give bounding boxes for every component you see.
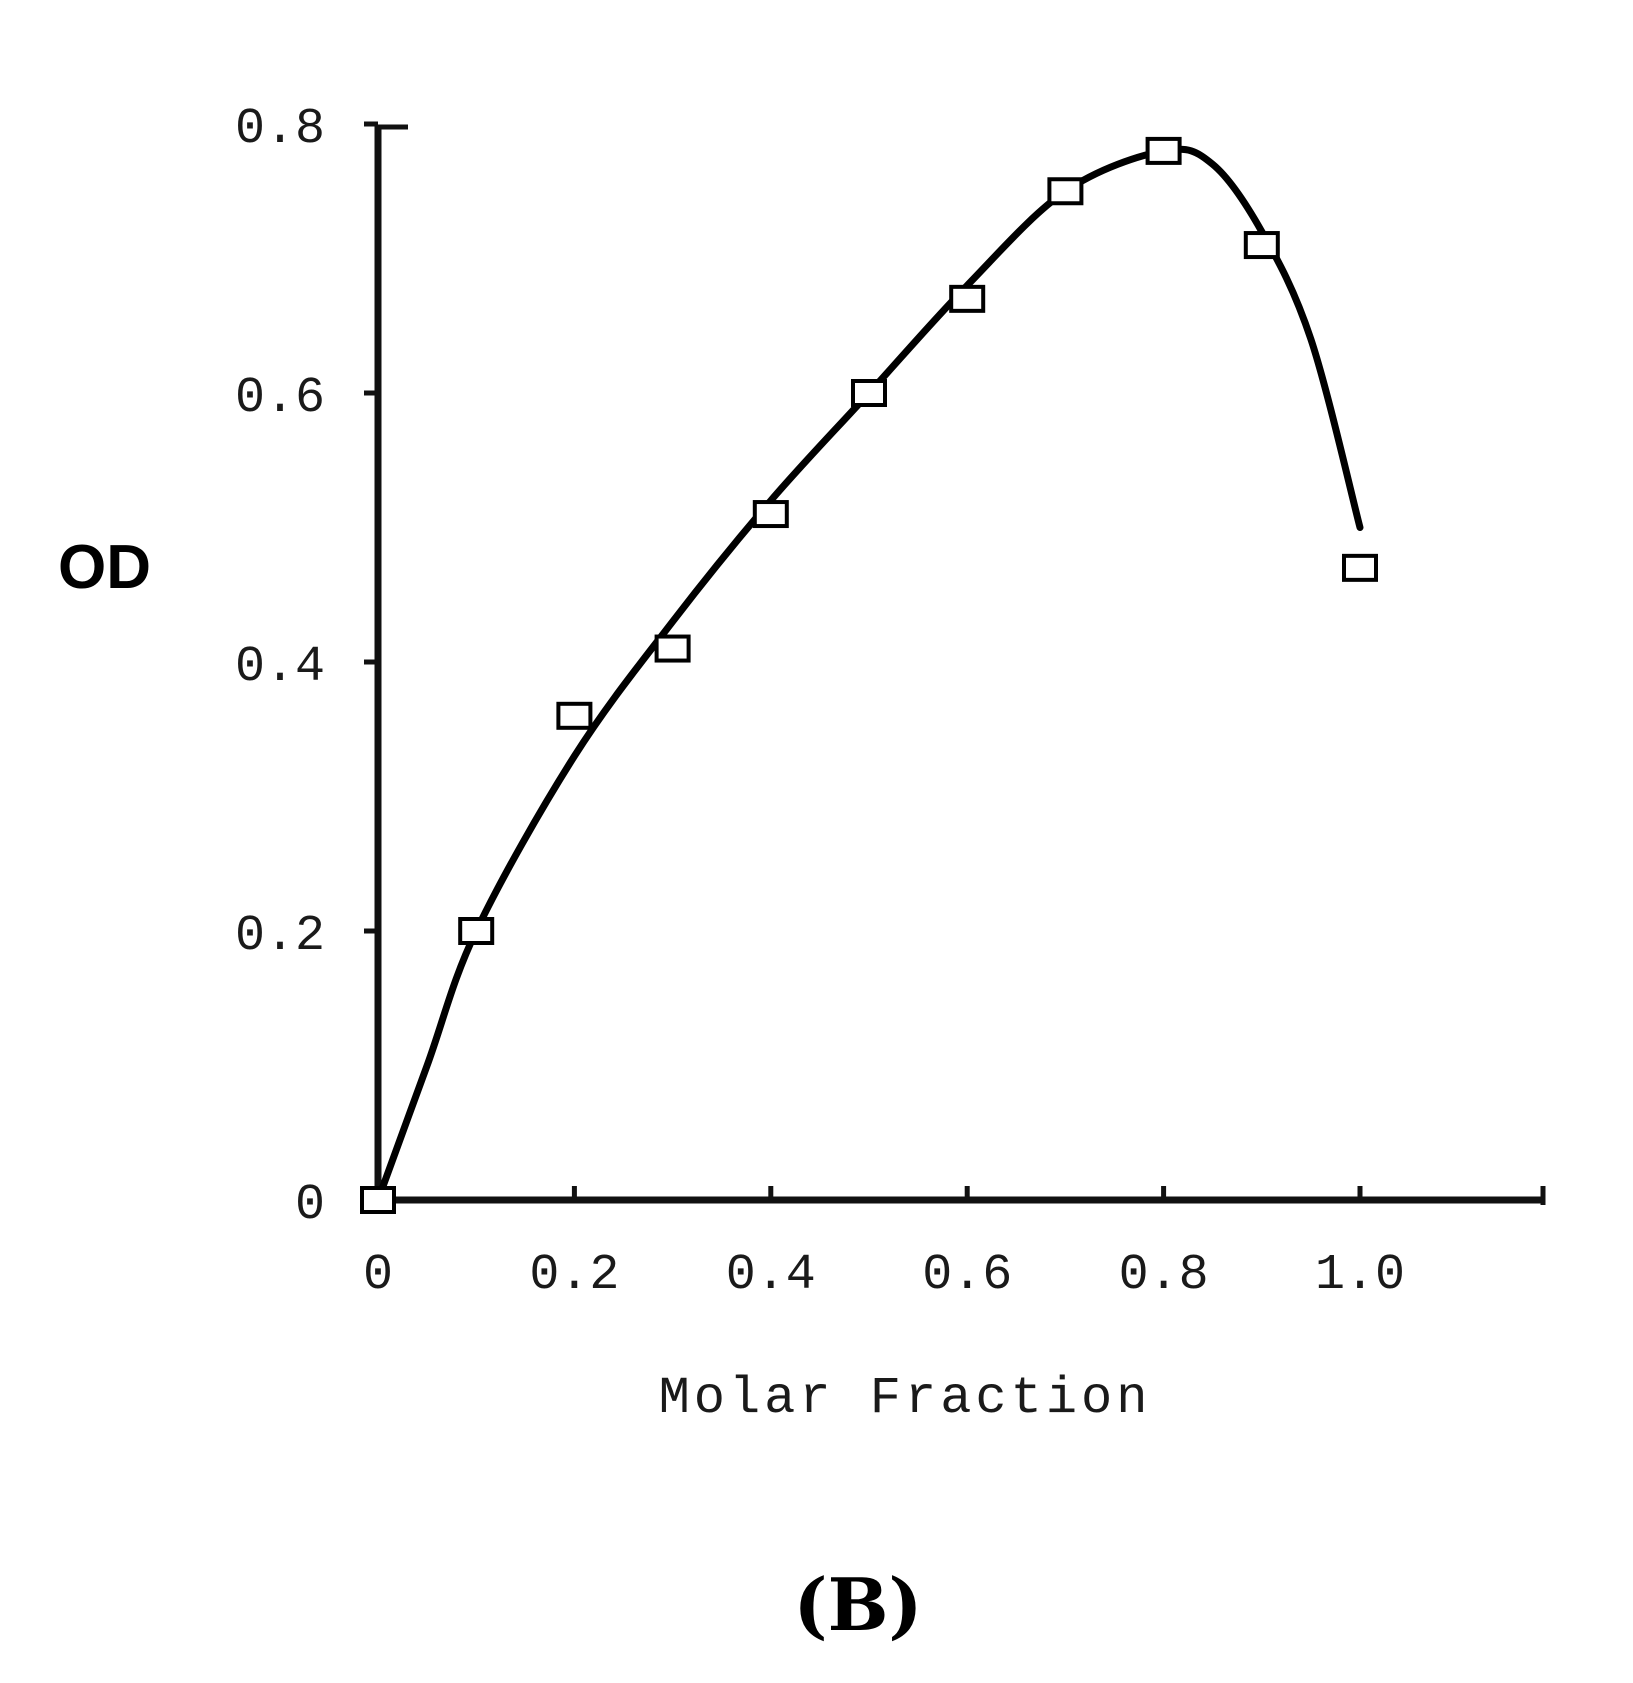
- panel-label: (B): [794, 1562, 923, 1647]
- data-point: [1243, 231, 1280, 260]
- data-point: [752, 500, 789, 529]
- x-axis-title: Molar Fraction: [659, 1369, 1152, 1428]
- y-tick-label: 0.8: [235, 101, 325, 158]
- data-point: [851, 379, 887, 407]
- y-axis-title: OD: [58, 533, 151, 602]
- y-tick-label: 0: [295, 1177, 325, 1234]
- fit-curve: [374, 145, 1364, 1204]
- data-point: [556, 701, 593, 730]
- x-ticks: 0 0.2 0.4 0.6 0.8 1.0: [363, 1186, 1546, 1304]
- data-point: [1145, 136, 1182, 165]
- data-point: [1342, 553, 1378, 582]
- data-markers: [360, 136, 1378, 1214]
- x-tick-label: 1.0: [1315, 1247, 1405, 1304]
- y-tick-label: 0.6: [235, 370, 325, 427]
- data-point: [654, 634, 691, 663]
- x-tick-label: 0.8: [1119, 1247, 1209, 1304]
- x-tick-label: 0: [363, 1247, 393, 1304]
- x-tick-label: 0.2: [529, 1247, 619, 1304]
- y-tick-label: 0.4: [235, 639, 325, 696]
- y-ticks: 0 0.2 0.4 0.6 0.8: [235, 101, 408, 1234]
- data-point: [458, 917, 495, 945]
- data-point: [949, 284, 986, 313]
- data-point: [360, 1186, 396, 1214]
- x-tick-label: 0.4: [726, 1247, 816, 1304]
- data-point: [1047, 177, 1084, 206]
- x-tick-label: 0.6: [922, 1247, 1012, 1304]
- y-tick-label: 0.2: [235, 908, 325, 965]
